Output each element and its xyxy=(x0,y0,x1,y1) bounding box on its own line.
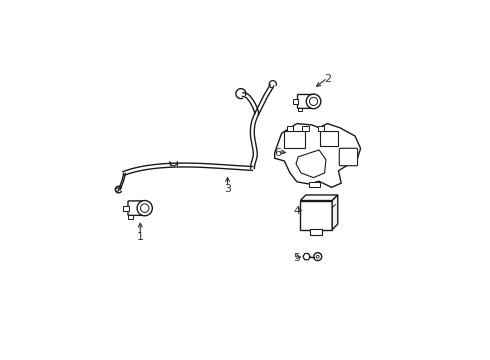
Circle shape xyxy=(316,255,319,258)
Bar xyxy=(284,131,305,148)
Circle shape xyxy=(310,97,318,105)
FancyBboxPatch shape xyxy=(128,201,147,215)
Bar xyxy=(309,182,320,187)
Circle shape xyxy=(306,94,321,109)
Circle shape xyxy=(137,201,152,216)
Polygon shape xyxy=(296,150,326,177)
Bar xyxy=(318,126,324,131)
Text: 3: 3 xyxy=(224,184,231,194)
Bar xyxy=(310,229,322,235)
Bar xyxy=(300,201,332,230)
FancyBboxPatch shape xyxy=(297,94,315,108)
Polygon shape xyxy=(275,123,361,187)
Text: 6: 6 xyxy=(274,148,281,158)
Bar xyxy=(123,206,129,211)
Bar xyxy=(302,126,309,131)
FancyBboxPatch shape xyxy=(339,148,358,166)
Circle shape xyxy=(314,253,322,261)
Polygon shape xyxy=(332,195,338,230)
Circle shape xyxy=(141,204,149,212)
Bar xyxy=(293,99,298,104)
Bar xyxy=(298,108,302,111)
Text: 2: 2 xyxy=(324,74,331,84)
Text: 1: 1 xyxy=(137,232,144,242)
Polygon shape xyxy=(300,195,338,201)
Text: 4: 4 xyxy=(294,206,300,216)
Bar xyxy=(287,126,293,131)
Text: 5: 5 xyxy=(294,253,300,263)
Bar xyxy=(128,215,133,219)
Circle shape xyxy=(116,188,119,191)
Bar xyxy=(320,131,338,146)
